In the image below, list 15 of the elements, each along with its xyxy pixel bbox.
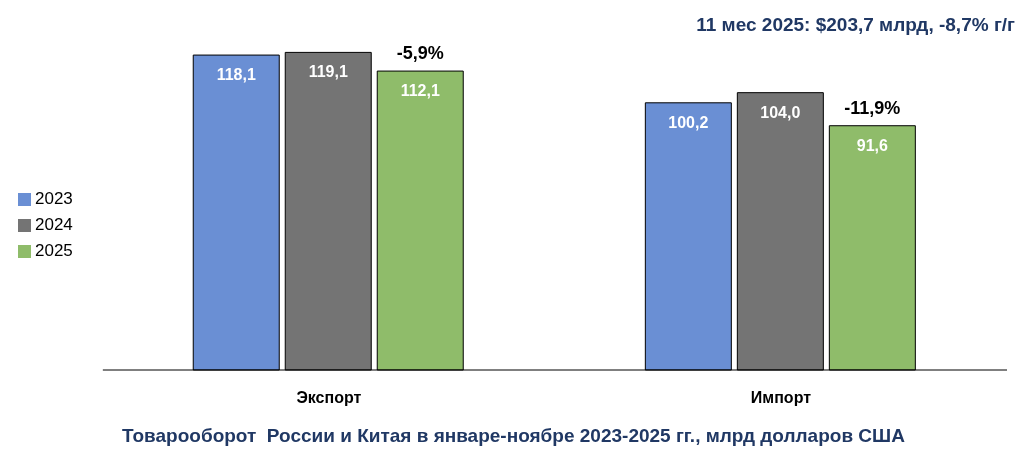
annotation: -5,9% bbox=[396, 43, 444, 64]
legend-label: 2024 bbox=[35, 215, 73, 234]
legend-label: 2025 bbox=[35, 241, 73, 260]
text: Товарооборот России и Китая в январе-ноябре 2023-2025 гг., млрд долларов США bbox=[121, 425, 906, 447]
chart-subtitle: 11 мес 2025: $203,7 млрд, -8,7% г/г bbox=[696, 14, 1015, 36]
annotation: -11,9% bbox=[844, 97, 901, 118]
data-label: 104,0 bbox=[760, 103, 801, 121]
data-label: 91,6 bbox=[856, 136, 888, 154]
data-label: 119,1 bbox=[308, 63, 348, 81]
data-label: 118,1 bbox=[216, 66, 256, 84]
data-label: 100,2 bbox=[668, 113, 709, 131]
x-tick-label: Экспорт bbox=[296, 389, 362, 407]
x-tick-label: Импорт bbox=[750, 389, 812, 407]
legend-label: 2023 bbox=[35, 189, 73, 208]
data-label: 112,1 bbox=[400, 82, 440, 100]
